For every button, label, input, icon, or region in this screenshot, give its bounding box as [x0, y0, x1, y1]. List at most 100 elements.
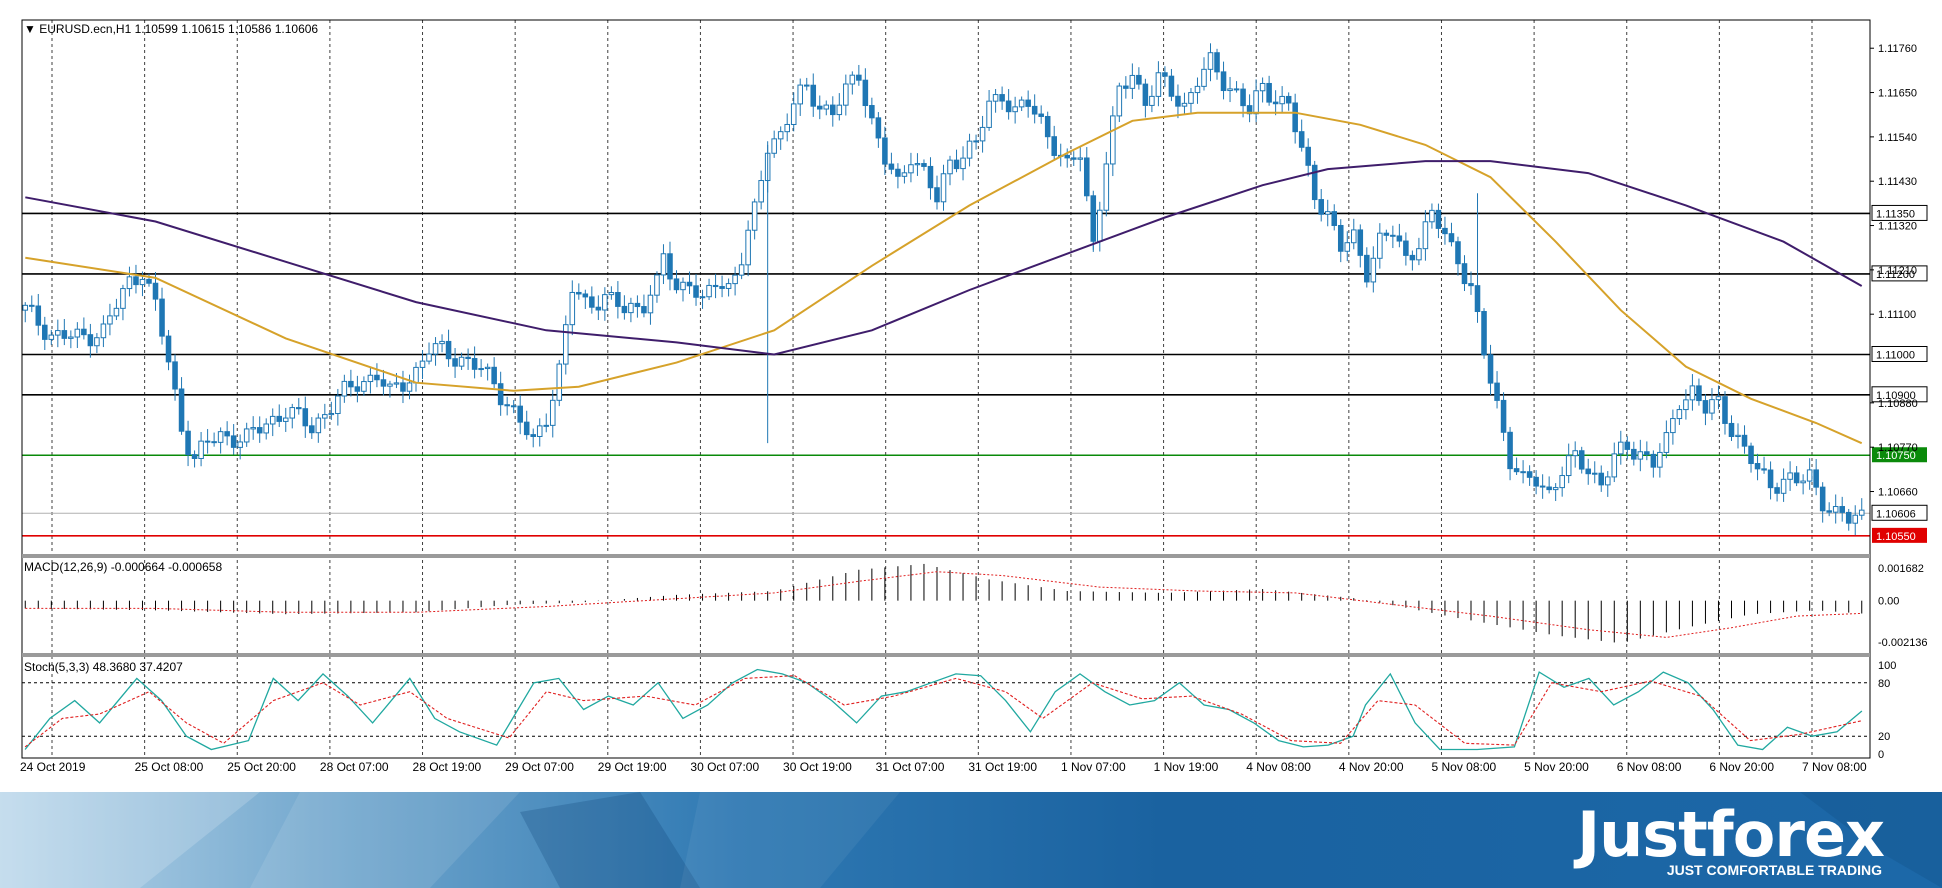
- x-tick-label: 4 Nov 20:00: [1339, 760, 1404, 774]
- candle-body-down: [1767, 469, 1774, 489]
- candle-body-up: [484, 366, 491, 370]
- candle-body-down: [1839, 506, 1845, 513]
- candle-body-down: [576, 291, 582, 295]
- candle-body-up: [549, 399, 556, 426]
- candle-body-up: [992, 94, 999, 102]
- candle-body-down: [1461, 263, 1468, 285]
- stoch-y-tick-label: 100: [1878, 660, 1896, 672]
- x-tick-label: 1 Nov 07:00: [1061, 760, 1126, 774]
- candle-body-down: [1031, 105, 1038, 115]
- collapse-triangle-icon[interactable]: ▼: [24, 22, 36, 36]
- candle-body-up: [1618, 441, 1624, 455]
- level-price-label: 1.10750: [1876, 450, 1916, 462]
- candle-body-down: [374, 374, 380, 381]
- candle-body-down: [1494, 382, 1500, 401]
- candle-body-down: [1722, 396, 1728, 424]
- candle-body-up: [361, 381, 367, 392]
- candle-body-up: [1324, 211, 1331, 215]
- candle-body-up: [1800, 480, 1806, 484]
- candle-body-down: [875, 117, 882, 139]
- candle-body-down: [1390, 234, 1396, 237]
- candle-body-down: [895, 168, 901, 177]
- level-price-label: 1.11000: [1876, 349, 1915, 361]
- candle-body-down: [1696, 385, 1702, 402]
- candle-body-up: [432, 343, 439, 355]
- candle-body-down: [1631, 448, 1637, 460]
- stoch-signal-line: [24, 675, 1863, 748]
- candle-body-down: [510, 405, 517, 408]
- level-price-box: [1872, 447, 1927, 463]
- macd-panel: [24, 563, 1863, 643]
- stoch-y-tick-label: 20: [1878, 731, 1890, 743]
- horizontal-levels: [22, 212, 1870, 537]
- candle-body-up: [1787, 472, 1793, 480]
- candle-body-up: [367, 374, 374, 383]
- moving-averages: [25, 111, 1863, 445]
- candle-body-up: [341, 380, 348, 397]
- candle-body-up: [771, 138, 777, 154]
- candle-body-up: [1637, 451, 1644, 460]
- candle-body-up: [790, 103, 797, 125]
- candle-body-down: [1233, 88, 1240, 91]
- candle-body-up: [1670, 418, 1676, 434]
- candle-body-up: [569, 291, 576, 326]
- candle-body-down: [1311, 164, 1318, 201]
- candle-body-down: [1246, 105, 1253, 115]
- candle-body-up: [1377, 232, 1383, 259]
- candle-body-down: [28, 304, 35, 307]
- candle-body-down: [380, 379, 387, 387]
- candle-body-down: [693, 285, 699, 298]
- candle-body-up: [647, 294, 654, 314]
- macd-y-tick-label: 0.001682: [1878, 563, 1924, 575]
- candle-body-down: [1793, 472, 1800, 484]
- candle-body-up: [393, 382, 400, 385]
- candle-body-up: [1429, 209, 1435, 223]
- x-tick-label: 31 Oct 07:00: [876, 760, 945, 774]
- candle-body-down: [1624, 441, 1631, 450]
- candle-body-up: [986, 100, 992, 128]
- candle-body-down: [1513, 468, 1520, 473]
- candle-body-down: [172, 361, 178, 390]
- candle-body-down: [400, 382, 406, 392]
- candle-body-up: [55, 330, 61, 336]
- candle-body-up: [628, 302, 634, 314]
- candle-body-down: [1520, 471, 1526, 474]
- candle-body-down: [61, 330, 68, 339]
- symbol-header: ▼ EURUSD.ecn,H1 1.10599 1.10615 1.10586 …: [24, 22, 318, 36]
- candle-body-down: [856, 74, 862, 81]
- symbol-line: EURUSD.ecn,H1 1.10599 1.10615 1.10586 1.…: [39, 22, 319, 36]
- y-tick-label: 1.10770: [1878, 442, 1918, 454]
- candle-body-down: [621, 305, 628, 314]
- candle-body-up: [1012, 106, 1018, 113]
- candle-body-down: [354, 386, 361, 392]
- candle-body-up: [1416, 248, 1422, 261]
- candle-body-down: [869, 105, 875, 119]
- x-tick-label: 28 Oct 07:00: [320, 760, 389, 774]
- x-tick-label: 7 Nov 08:00: [1802, 760, 1867, 774]
- candle-body-down: [204, 440, 211, 443]
- candle-body-up: [458, 356, 465, 367]
- candle-body-up: [1207, 52, 1214, 70]
- candle-body-up: [654, 274, 660, 296]
- price-chart: 1.11350 1.11200 1.11000 1.10900 1.10750 1.105…: [20, 19, 1928, 774]
- candle-body-up: [1709, 399, 1715, 414]
- candle-body-down: [309, 425, 315, 434]
- candle-body-up: [120, 288, 126, 309]
- candle-body-down: [471, 358, 478, 370]
- level-price-box: [1871, 386, 1928, 403]
- branding-banner: Justforex JUST COMFORTABLE TRADING: [0, 792, 1942, 888]
- candle-body-up: [94, 337, 100, 347]
- candle-body-down: [517, 405, 523, 423]
- x-tick-label: 31 Oct 19:00: [968, 760, 1037, 774]
- candle-body-up: [1657, 451, 1663, 468]
- level-price-label: 1.11200: [1876, 269, 1915, 281]
- candle-body-up: [1097, 209, 1103, 242]
- candle-body-down: [1162, 72, 1168, 77]
- candle-body-down: [1650, 453, 1657, 468]
- candle-body-up: [940, 173, 947, 203]
- candle-body-up: [322, 414, 328, 419]
- candle-body-down: [1702, 400, 1709, 414]
- x-tick-label: 25 Oct 20:00: [227, 760, 296, 774]
- candle-body-up: [48, 334, 55, 340]
- stochastic-panel: [22, 668, 1870, 751]
